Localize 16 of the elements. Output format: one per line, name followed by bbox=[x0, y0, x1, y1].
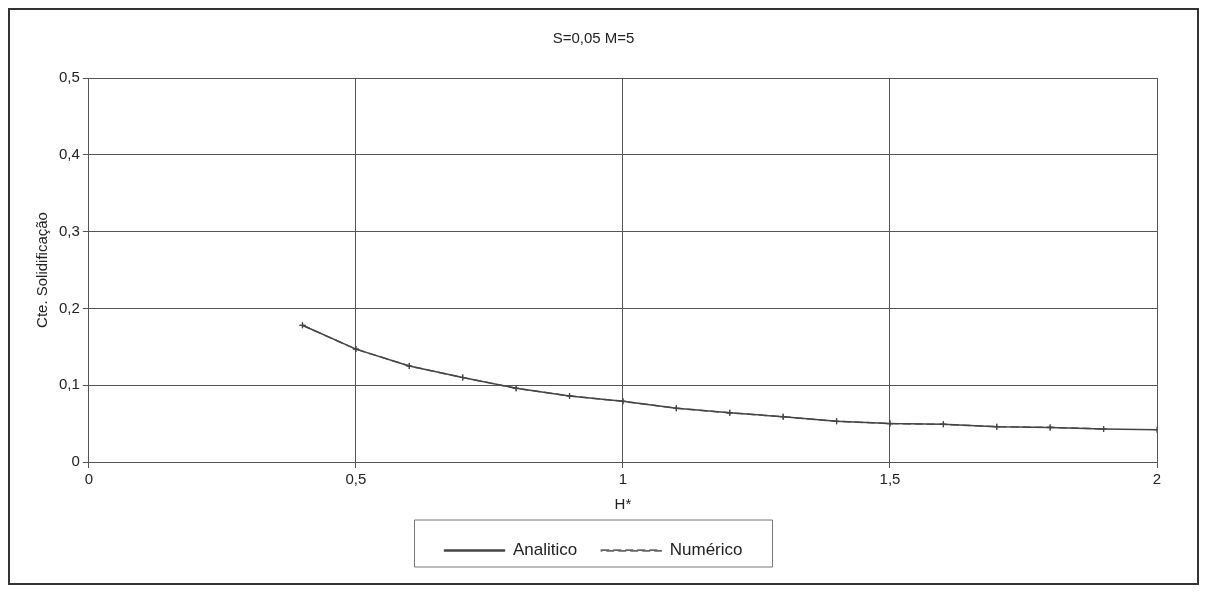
chart-title: S=0,05 M=5 bbox=[552, 29, 635, 47]
legend-label: Analitico bbox=[513, 540, 578, 560]
y-axis-title: Cte. Solidificação bbox=[33, 212, 51, 328]
legend-label: Numérico bbox=[669, 540, 743, 560]
x-tick-label: 1,5 bbox=[879, 470, 901, 488]
y-tick-label: 0,5 bbox=[58, 68, 80, 86]
x-axis-title: H* bbox=[614, 495, 632, 513]
y-tick-label: 0,1 bbox=[58, 375, 80, 393]
y-tick-label: 0,2 bbox=[58, 298, 80, 316]
x-tick-label: 0 bbox=[84, 470, 94, 488]
x-tick-label: 0,5 bbox=[345, 470, 367, 488]
y-tick-label: 0 bbox=[71, 452, 80, 470]
x-tick-label: 1 bbox=[618, 470, 628, 488]
y-tick-label: 0,3 bbox=[58, 221, 80, 239]
x-tick-label: 2 bbox=[1152, 470, 1162, 488]
y-tick-label: 0,4 bbox=[58, 144, 80, 162]
